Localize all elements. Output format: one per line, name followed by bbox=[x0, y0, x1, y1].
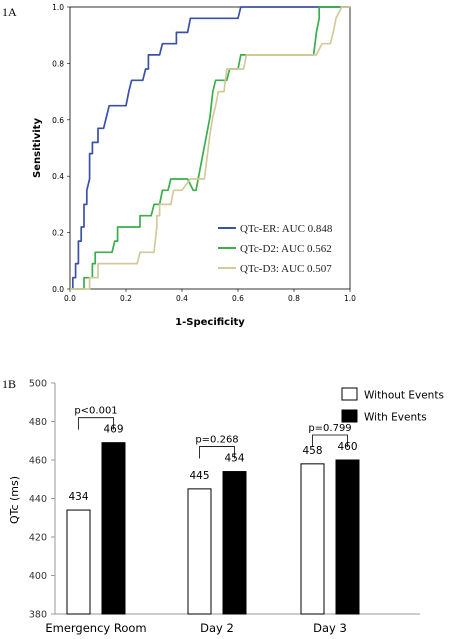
bar-category-label: Day 3 bbox=[313, 621, 347, 635]
bar-value-label: 445 bbox=[189, 470, 209, 482]
roc-x-tick-label: 1.0 bbox=[344, 294, 356, 303]
bar-y-tick-label: 480 bbox=[29, 417, 47, 428]
roc-curve-1 bbox=[70, 6, 350, 290]
qtc-bar-chart: QTc (ms) 380400420440460480500434469p<0.… bbox=[8, 379, 444, 636]
roc-y-tick-label: 1.0 bbox=[52, 3, 64, 12]
bar-y-tick-label: 380 bbox=[29, 610, 47, 621]
bar-y-tick-label: 460 bbox=[29, 456, 47, 467]
roc-x-tick-label: 0.2 bbox=[120, 294, 132, 303]
p-value-label: p=0.799 bbox=[308, 423, 351, 434]
p-value-label: p=0.268 bbox=[195, 435, 238, 446]
roc-legend-label-2: QTc-D2: AUC 0.562 bbox=[240, 243, 332, 255]
roc-curve-2 bbox=[70, 6, 350, 290]
roc-x-tick-label: 0.4 bbox=[176, 294, 188, 303]
bar-legend-swatch-2 bbox=[341, 409, 358, 423]
bar-legend-swatch-1 bbox=[341, 387, 358, 401]
roc-y-tick-label: 0.2 bbox=[52, 229, 64, 238]
roc-x-tick-label: 0.6 bbox=[232, 294, 244, 303]
bar-category-label: Day 2 bbox=[200, 621, 234, 635]
roc-curve-3 bbox=[70, 6, 350, 290]
roc-y-tick-label: 0.8 bbox=[52, 59, 64, 68]
p-value-bracket bbox=[312, 434, 348, 447]
panel-label-1b: 1B bbox=[2, 377, 16, 391]
roc-chart: Sensitivity 1-Specificity 0.0 0.2 0.4 0.6 0.… bbox=[32, 3, 356, 328]
roc-x-tick-label: 0.8 bbox=[288, 294, 300, 303]
bar-value-label: 434 bbox=[68, 491, 88, 503]
roc-y-tick-label: 0.4 bbox=[52, 172, 64, 181]
bar-y-tick-label: 420 bbox=[29, 533, 47, 544]
roc-y-axis-title: Sensitivity bbox=[32, 118, 43, 178]
p-value-bracket bbox=[78, 417, 114, 430]
bar-category-label: Emergency Room bbox=[45, 621, 146, 635]
bar-y-tick-label: 500 bbox=[29, 379, 47, 390]
bar-value-label: 458 bbox=[302, 445, 322, 457]
bar-y-axis-title: QTc (ms) bbox=[8, 476, 21, 524]
bar-with-events bbox=[335, 459, 360, 615]
bar-without-events bbox=[300, 463, 325, 615]
bar-with-events bbox=[222, 471, 247, 615]
roc-x-tick-label: 0.0 bbox=[64, 294, 76, 303]
p-value-label: p<0.001 bbox=[74, 406, 117, 417]
bar-legend-label-2: With Events bbox=[364, 412, 427, 424]
bar-with-events bbox=[101, 442, 126, 615]
roc-x-axis-title: 1-Specificity bbox=[175, 317, 245, 328]
bar-legend-label-1: Without Events bbox=[364, 390, 444, 402]
roc-y-tick-label: 0.6 bbox=[52, 116, 64, 125]
bar-without-events bbox=[66, 509, 91, 615]
roc-plot-frame bbox=[69, 6, 351, 290]
bar-y-tick-label: 440 bbox=[29, 494, 47, 505]
panel-label-1a: 1A bbox=[2, 5, 17, 19]
bar-y-tick-label: 400 bbox=[29, 571, 47, 582]
bar-without-events bbox=[187, 488, 212, 615]
p-value-bracket bbox=[199, 446, 235, 459]
roc-y-tick-label: 0.0 bbox=[52, 285, 64, 294]
roc-legend-label-3: QTc-D3: AUC 0.507 bbox=[240, 263, 332, 275]
roc-legend-label-1: QTc-ER: AUC 0.848 bbox=[240, 223, 333, 235]
